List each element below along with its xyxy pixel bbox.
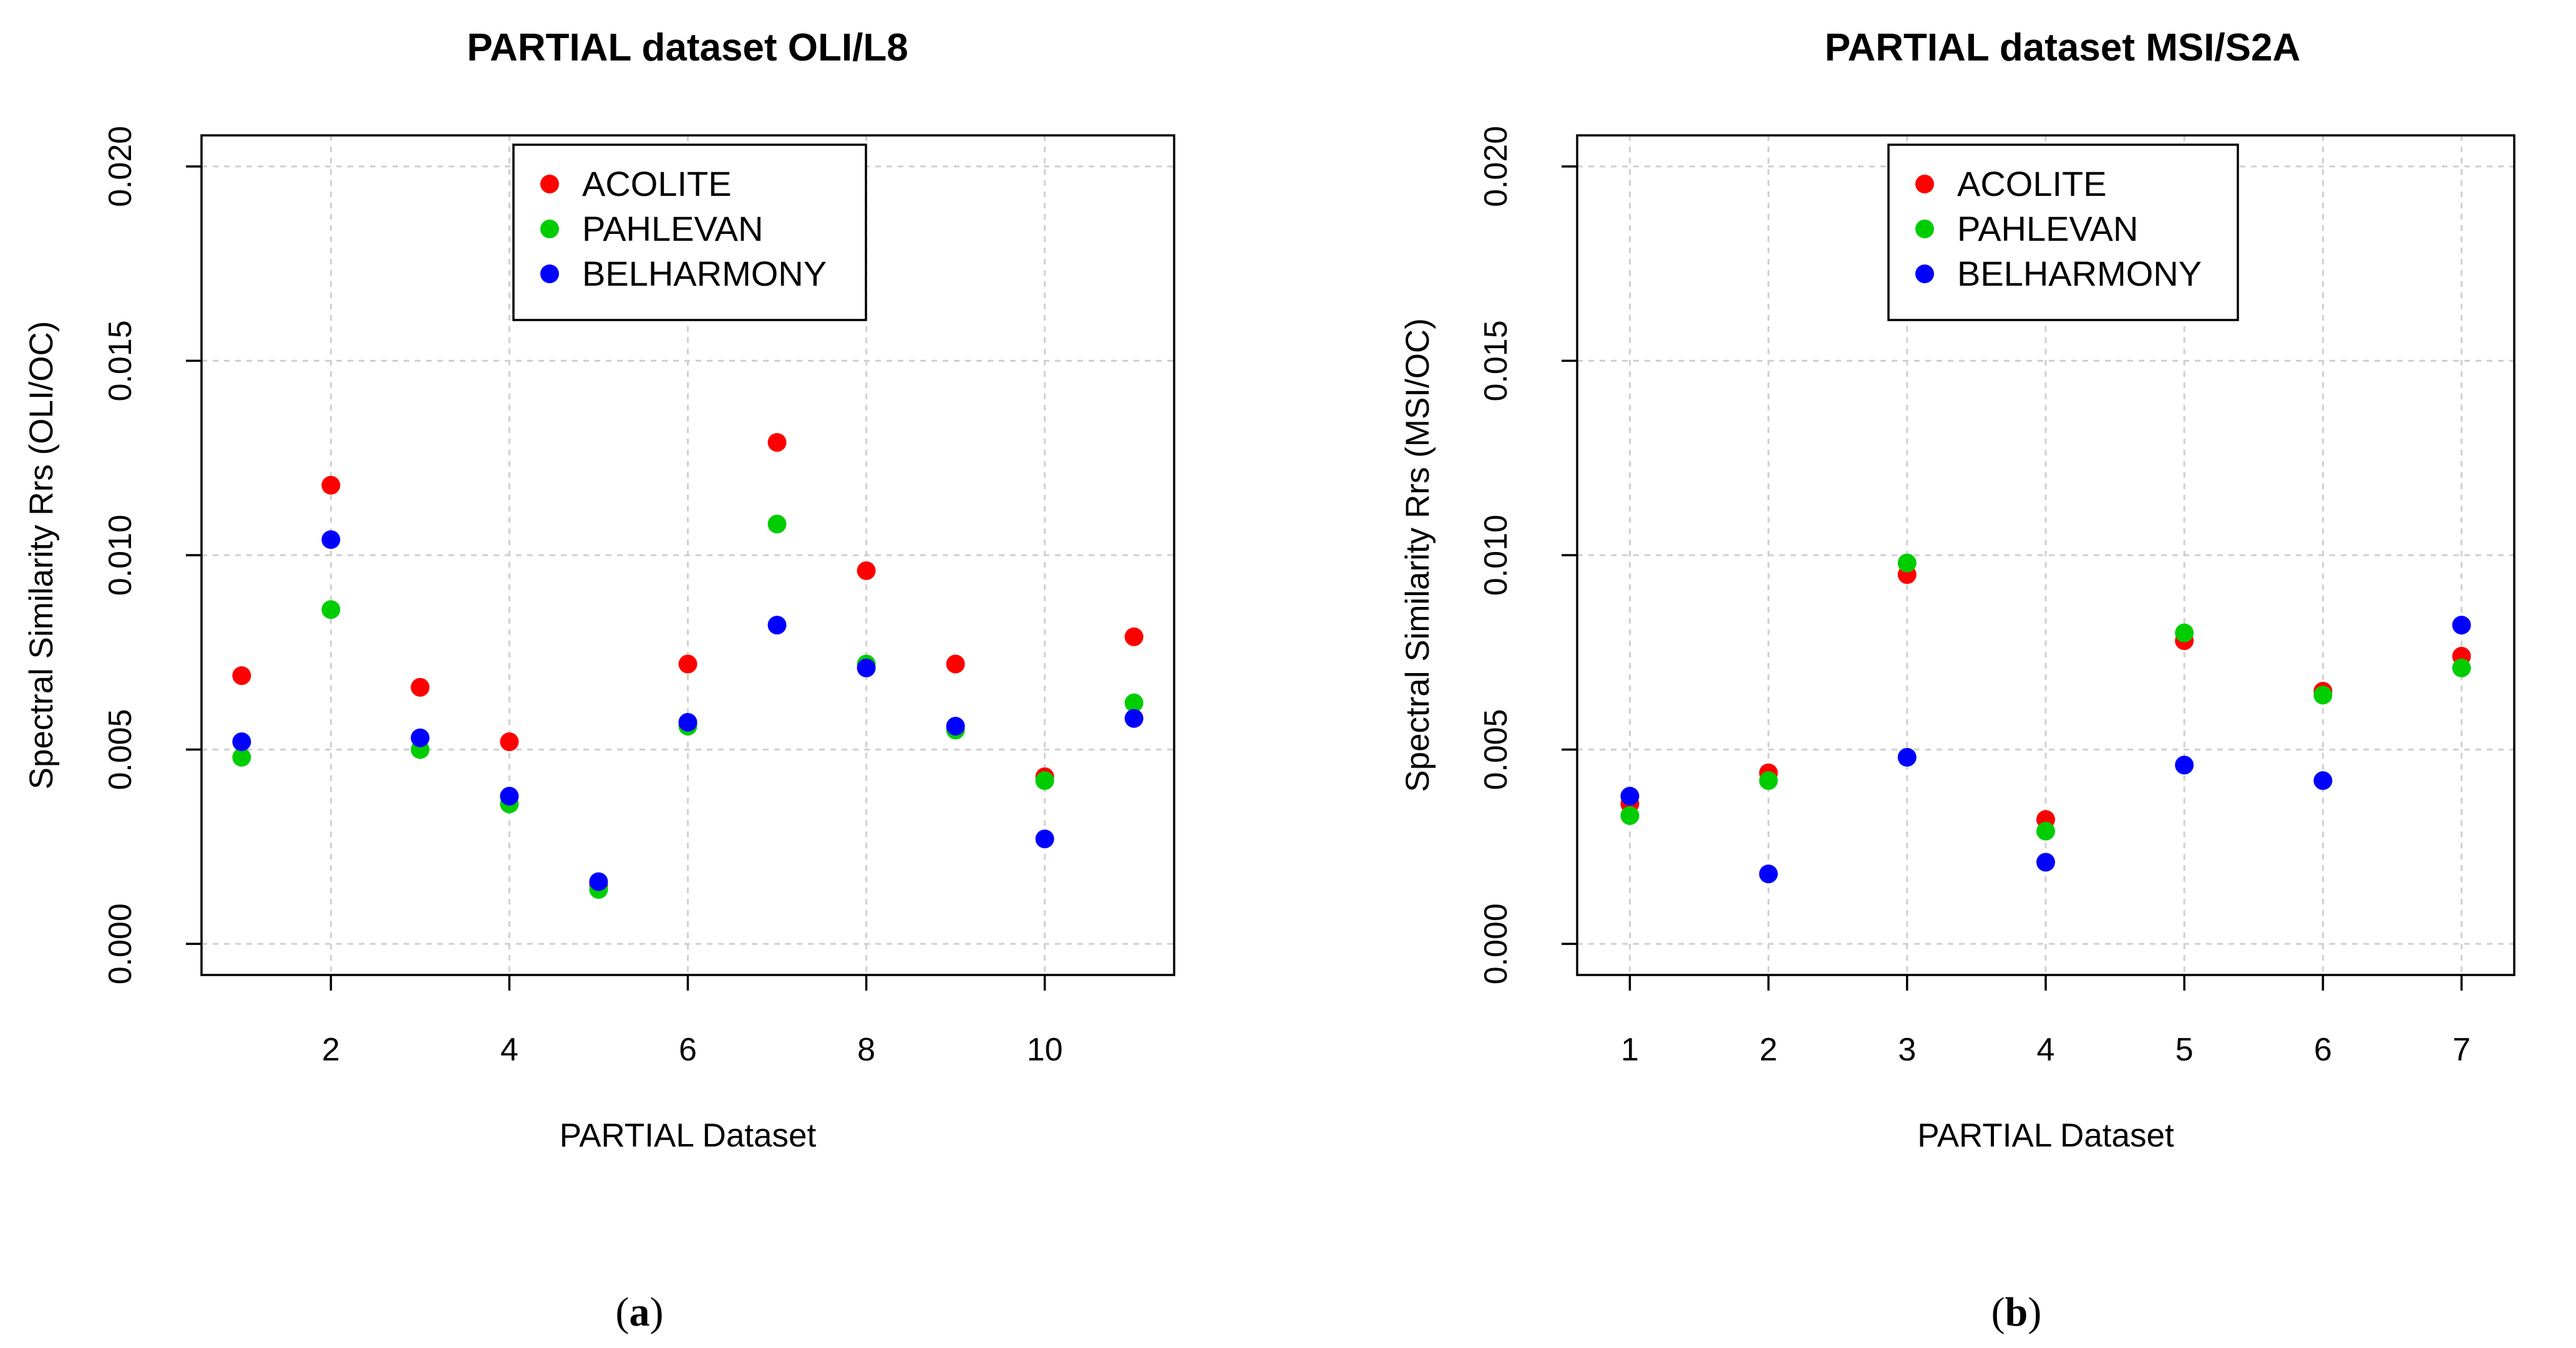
y-tick-label: 0.015 xyxy=(1478,320,1514,401)
panel-caption: (a) xyxy=(616,1289,664,1335)
y-tick-label: 0.005 xyxy=(1478,709,1514,790)
data-point xyxy=(1897,553,1917,573)
data-point xyxy=(2036,822,2055,841)
data-point xyxy=(767,515,787,534)
legend-label: PAHLEVAN xyxy=(582,209,763,248)
x-tick-label: 3 xyxy=(1898,1032,1916,1068)
legend: ACOLITE PAHLEVAN BELHARMONY xyxy=(1887,143,2239,321)
legend-label: ACOLITE xyxy=(582,164,732,203)
data-point xyxy=(500,787,519,806)
x-tick-label: 6 xyxy=(679,1032,697,1068)
legend-box xyxy=(1887,143,2239,321)
data-point xyxy=(321,530,341,550)
data-point xyxy=(2313,771,2333,790)
data-point xyxy=(589,872,608,891)
x-tick-label: 8 xyxy=(857,1032,875,1068)
x-tick-label: 4 xyxy=(2037,1032,2055,1068)
data-point xyxy=(946,654,965,674)
legend-label: ACOLITE xyxy=(1957,164,2107,203)
caption-close-paren: ) xyxy=(2028,1289,2041,1335)
series-pahlevan xyxy=(1620,553,2471,841)
data-point xyxy=(411,728,430,747)
series-pahlevan xyxy=(232,515,1144,899)
x-tick-label: 5 xyxy=(2175,1032,2194,1068)
caption-open-paren: ( xyxy=(616,1289,629,1335)
legend-marker xyxy=(1915,220,1934,238)
y-tick-label: 0.000 xyxy=(102,903,139,984)
legend-marker xyxy=(540,175,559,193)
data-point xyxy=(2175,623,2194,642)
data-point xyxy=(2452,616,2471,635)
legend-marker xyxy=(540,220,559,238)
legend-marker xyxy=(1915,264,1934,283)
x-tick-label: 6 xyxy=(2314,1032,2332,1068)
data-point xyxy=(678,712,697,732)
data-point xyxy=(232,666,251,686)
legend-marker xyxy=(540,264,559,283)
panel-a: 2 4 6 8 10 0.000 0.005 0.010 0.015 0.020 PARTIAL d… xyxy=(23,26,1175,1335)
data-point xyxy=(2452,658,2471,677)
caption-open-paren: ( xyxy=(1991,1289,2005,1335)
x-axis-label: PARTIAL Dataset xyxy=(1917,1117,2174,1154)
chart-title: PARTIAL dataset MSI/S2A xyxy=(1825,26,2301,69)
legend-label: BELHARMONY xyxy=(582,254,827,293)
y-axis-label: Spectral Similarity Rrs (MSI/OC) xyxy=(1399,318,1436,792)
caption-letter: a xyxy=(629,1289,650,1335)
data-point xyxy=(1759,771,1778,790)
data-point xyxy=(767,433,787,452)
legend: ACOLITE PAHLEVAN BELHARMONY xyxy=(512,143,867,321)
legend-label: PAHLEVAN xyxy=(1957,209,2138,248)
data-point xyxy=(2036,853,2055,872)
y-tick-label: 0.020 xyxy=(102,126,139,207)
data-point xyxy=(2175,755,2194,775)
x-tick-label: 4 xyxy=(500,1032,518,1068)
panel-b: 1 2 3 4 5 6 7 0.000 0.005 0.010 0.015 0.020 PARTIAL … xyxy=(1399,26,2515,1335)
data-point xyxy=(500,732,519,752)
y-axis-label: Spectral Similarity Rrs (OLI/OC) xyxy=(23,321,60,790)
data-point xyxy=(1124,709,1144,728)
data-point xyxy=(2313,686,2333,705)
y-tick-label: 0.015 xyxy=(102,320,139,401)
data-point xyxy=(232,748,251,767)
data-point xyxy=(1124,693,1144,712)
data-point xyxy=(1124,627,1144,646)
data-point xyxy=(1620,806,1640,825)
y-tick-label: 0.005 xyxy=(102,709,139,790)
data-point xyxy=(321,475,341,495)
data-point xyxy=(857,561,876,580)
data-point xyxy=(1897,748,1917,767)
x-tick-label: 2 xyxy=(1759,1032,1777,1068)
legend-box xyxy=(512,143,867,321)
x-tick-label: 1 xyxy=(1621,1032,1639,1068)
x-axis-label: PARTIAL Dataset xyxy=(560,1117,817,1154)
y-tick-label: 0.010 xyxy=(1478,515,1514,596)
panel-caption: (b) xyxy=(1991,1289,2042,1335)
legend-marker xyxy=(1915,175,1934,193)
y-tick-label: 0.000 xyxy=(1478,903,1514,984)
data-point xyxy=(1759,864,1778,883)
data-point xyxy=(1035,829,1054,848)
series-belharmony xyxy=(232,530,1144,891)
data-point xyxy=(857,658,876,677)
data-point xyxy=(1620,787,1640,806)
y-tick-label: 0.010 xyxy=(102,515,139,596)
data-point xyxy=(1035,771,1054,790)
x-tick-label: 10 xyxy=(1027,1032,1063,1068)
caption-letter: b xyxy=(2005,1289,2028,1335)
chart-title: PARTIAL dataset OLI/L8 xyxy=(467,26,908,69)
data-point xyxy=(411,677,430,697)
data-point xyxy=(678,654,697,674)
x-tick-label: 7 xyxy=(2452,1032,2471,1068)
data-point xyxy=(232,732,251,752)
caption-close-paren: ) xyxy=(650,1289,664,1335)
data-point xyxy=(321,600,341,619)
data-point xyxy=(767,616,787,635)
y-tick-label: 0.020 xyxy=(1478,126,1514,207)
data-point xyxy=(946,717,965,736)
series-belharmony xyxy=(1620,616,2471,883)
legend-label: BELHARMONY xyxy=(1957,254,2202,293)
x-tick-label: 2 xyxy=(322,1032,340,1068)
